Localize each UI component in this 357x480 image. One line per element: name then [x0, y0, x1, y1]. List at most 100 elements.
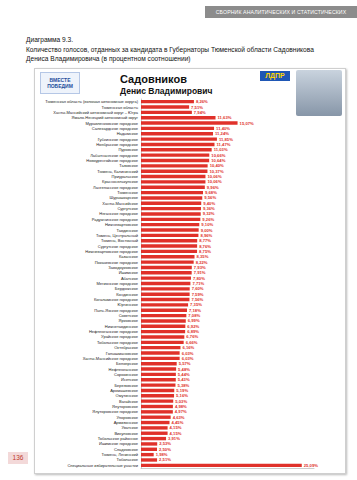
svg-text:7,94%: 7,94% — [194, 110, 206, 115]
svg-text:Сургутское городское: Сургутское городское — [98, 244, 139, 249]
svg-text:Ялуторовское: Ялуторовское — [112, 404, 139, 409]
svg-text:5,43%: 5,43% — [178, 377, 190, 382]
svg-text:25,09%: 25,09% — [304, 463, 318, 468]
svg-text:Муравленковское городское: Муравленковское городское — [85, 121, 138, 126]
svg-text:9,26%: 9,26% — [202, 217, 214, 222]
svg-text:Когалымское городское: Когалымское городское — [94, 297, 139, 302]
svg-text:Лангепасское городское: Лангепасское городское — [93, 185, 139, 190]
svg-text:Тюменская область: Тюменская область — [101, 105, 138, 110]
svg-text:10,66%: 10,66% — [211, 153, 225, 158]
svg-text:11,63%: 11,63% — [218, 115, 232, 120]
svg-text:8,96%: 8,96% — [200, 233, 212, 238]
svg-text:2,51%: 2,51% — [159, 457, 171, 462]
svg-text:6,66%: 6,66% — [186, 340, 198, 345]
svg-text:Покачевское городское: Покачевское городское — [95, 260, 139, 265]
svg-text:11,03%: 11,03% — [214, 147, 228, 152]
svg-text:Тюмень, Калининский: Тюмень, Калининский — [97, 169, 138, 174]
svg-text:Сургутское: Сургутское — [117, 206, 138, 211]
svg-text:Специальные избирательные учас: Специальные избирательные участки — [67, 463, 138, 468]
svg-text:7,91%: 7,91% — [194, 270, 206, 275]
svg-text:Красноселькупское: Красноселькупское — [102, 179, 139, 184]
svg-text:6,89%: 6,89% — [187, 329, 199, 334]
svg-text:Ямало-Ненецкий автономный окру: Ямало-Ненецкий автономный округ — [72, 115, 139, 120]
svg-text:Белоярское: Белоярское — [116, 361, 139, 366]
svg-text:9,68%: 9,68% — [205, 190, 217, 195]
svg-text:Армизонское: Армизонское — [114, 420, 139, 425]
svg-text:Голышмановское: Голышмановское — [106, 351, 139, 356]
svg-text:11,40%: 11,40% — [216, 126, 230, 131]
svg-text:Ханты-Мансийский автономный ок: Ханты-Мансийский автономный округ – Югра — [53, 110, 138, 115]
svg-text:Салехардское городское: Салехардское городское — [92, 126, 139, 131]
svg-text:Вагайское: Вагайское — [119, 399, 139, 404]
svg-text:Нефтеюганское: Нефтеюганское — [109, 367, 139, 372]
svg-text:11,47%: 11,47% — [216, 142, 230, 147]
svg-text:7,71%: 7,71% — [192, 281, 204, 286]
svg-text:9,96%: 9,96% — [207, 185, 219, 190]
svg-text:6,03%: 6,03% — [182, 351, 194, 356]
svg-text:Тазовское: Тазовское — [119, 163, 139, 168]
svg-text:Надымское: Надымское — [117, 131, 139, 136]
svg-text:Тюмень, Центральный: Тюмень, Центральный — [96, 233, 138, 238]
svg-text:8,35%: 8,35% — [197, 254, 209, 259]
svg-text:Сладковское: Сладковское — [114, 447, 139, 452]
svg-text:Лабытнангское городское: Лабытнангское городское — [90, 153, 139, 158]
svg-text:7,56%: 7,56% — [191, 297, 203, 302]
svg-text:Заводоуковское: Заводоуковское — [108, 265, 138, 270]
svg-text:10,06%: 10,06% — [207, 179, 221, 184]
svg-text:9,36%: 9,36% — [203, 206, 215, 211]
svg-text:Упоровское: Упоровское — [116, 415, 138, 420]
svg-text:10,37%: 10,37% — [209, 169, 223, 174]
svg-text:4,15%: 4,15% — [170, 431, 182, 436]
svg-text:Тобольское: Тобольское — [117, 457, 139, 462]
svg-text:Аромашевское: Аромашевское — [110, 388, 139, 393]
svg-text:Мегионское городское: Мегионское городское — [96, 281, 138, 286]
svg-text:Ялуторовское городское: Ялуторовское городское — [92, 409, 138, 414]
svg-text:4,15%: 4,15% — [170, 425, 182, 430]
svg-text:9,32%: 9,32% — [203, 211, 215, 216]
svg-text:Новоуренгойское городское: Новоуренгойское городское — [86, 158, 138, 163]
svg-text:Няганское городское: Няганское городское — [99, 211, 139, 216]
svg-text:8,75%: 8,75% — [199, 249, 211, 254]
svg-text:5,03%: 5,03% — [175, 399, 187, 404]
svg-text:Юргинское: Юргинское — [118, 302, 139, 307]
svg-text:8,76%: 8,76% — [199, 244, 211, 249]
svg-text:Тавдинское: Тавдинское — [116, 228, 138, 233]
svg-text:8,77%: 8,77% — [199, 238, 211, 243]
svg-text:Шурышкарское: Шурышкарское — [110, 195, 139, 200]
svg-text:Советское: Советское — [119, 313, 139, 318]
svg-text:Ханты-Мансийское городское: Ханты-Мансийское городское — [83, 356, 139, 361]
svg-text:9,56%: 9,56% — [204, 195, 216, 200]
svg-text:5,16%: 5,16% — [176, 393, 188, 398]
svg-text:Тобольское районное: Тобольское районное — [98, 436, 139, 441]
svg-text:10,40%: 10,40% — [210, 163, 224, 168]
svg-text:1,98%: 1,98% — [156, 452, 168, 457]
svg-text:Ишимское: Ишимское — [119, 270, 139, 275]
svg-text:Казанское: Казанское — [119, 254, 139, 259]
svg-text:4,45%: 4,45% — [172, 420, 184, 425]
svg-text:Ярковское: Ярковское — [119, 318, 139, 323]
svg-text:Исетское: Исетское — [121, 377, 139, 382]
svg-text:7,51%: 7,51% — [191, 105, 203, 110]
svg-text:7,80%: 7,80% — [193, 276, 205, 281]
svg-text:Приуральское: Приуральское — [112, 174, 139, 179]
svg-text:Бердюжское: Бердюжское — [115, 286, 139, 291]
svg-text:9,40%: 9,40% — [203, 201, 215, 206]
svg-text:Нижневартовское: Нижневартовское — [105, 222, 139, 227]
svg-text:11,85%: 11,85% — [219, 137, 233, 142]
svg-text:Тюменская область (включая авт: Тюменская область (включая автономные ок… — [45, 99, 138, 104]
svg-text:Урайское городское: Урайское городское — [101, 334, 139, 339]
svg-text:Ханты-Мансийское: Ханты-Мансийское — [102, 201, 138, 206]
svg-text:10,64%: 10,64% — [211, 158, 225, 163]
svg-text:6,16%: 6,16% — [182, 345, 194, 350]
svg-text:Нефтеюганское городское: Нефтеюганское городское — [89, 329, 139, 334]
svg-text:6,92%: 6,92% — [187, 324, 199, 329]
svg-text:8,26%: 8,26% — [196, 99, 208, 104]
svg-text:15,07%: 15,07% — [240, 121, 254, 126]
svg-text:7,59%: 7,59% — [192, 292, 204, 297]
svg-text:5,57%: 5,57% — [179, 361, 191, 366]
svg-text:Викуловское: Викуловское — [114, 431, 138, 436]
svg-text:Пуровское: Пуровское — [118, 147, 138, 152]
svg-text:Пыть-Яхское городское: Пыть-Яхское городское — [94, 308, 139, 313]
svg-text:7,35%: 7,35% — [190, 302, 202, 307]
svg-text:Березовское: Березовское — [114, 383, 138, 388]
